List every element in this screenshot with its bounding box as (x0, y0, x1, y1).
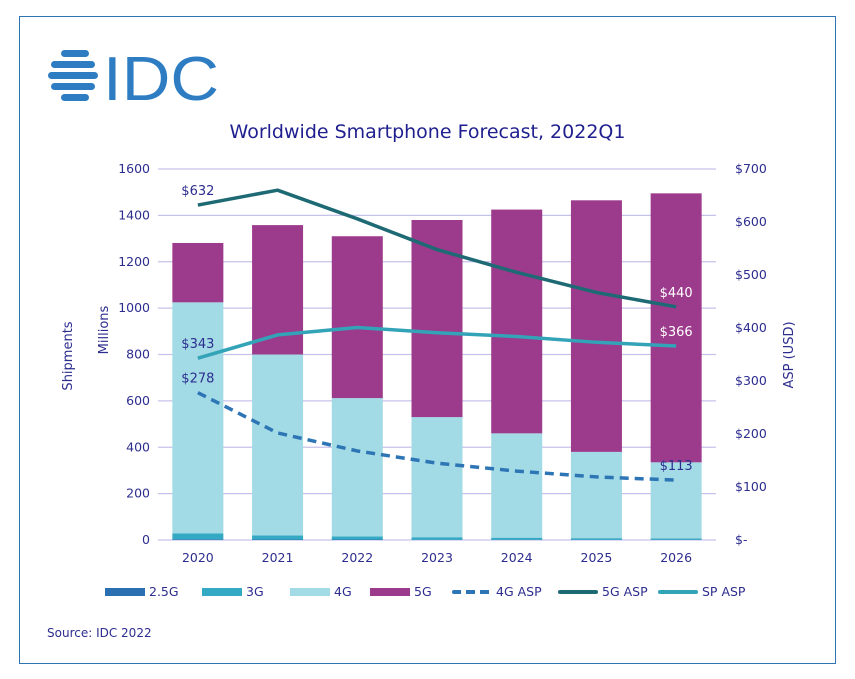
data-label: $440 (660, 286, 693, 301)
x-tick-label: 2026 (660, 550, 692, 565)
y-tick-label: 600 (126, 393, 150, 408)
y2-axis-label: ASP (USD) (782, 321, 797, 388)
legend-label: 3G (246, 584, 264, 599)
bar-4g-2024 (491, 433, 543, 538)
legend-label: 4G ASP (496, 584, 542, 599)
legend-swatch (105, 587, 145, 596)
bar-3g-2020 (172, 533, 224, 540)
legend-label: 5G ASP (602, 584, 648, 599)
bar-4g-2022 (331, 398, 383, 537)
y2-tick-label: $600 (735, 214, 767, 229)
legend-label: 2.5G (149, 584, 179, 599)
legend-item-spasp: SP ASP (658, 584, 745, 599)
legend-label: 5G (414, 584, 432, 599)
y-tick-label: 0 (142, 532, 150, 547)
bar-3g-2026 (650, 538, 702, 540)
y2-tick-label: $500 (735, 267, 767, 282)
source-note: Source: IDC 2022 (47, 626, 152, 640)
y-axis-unit-label: Millions (97, 305, 112, 354)
globe-icon (48, 50, 98, 101)
x-tick-label: 2024 (501, 550, 533, 565)
x-tick-label: 2021 (262, 550, 294, 565)
y2-tick-label: $700 (735, 161, 767, 176)
legend-item-4gasp: 4G ASP (452, 584, 542, 599)
legend-item-25g: 2.5G (105, 584, 179, 599)
data-label: $278 (181, 372, 214, 387)
x-tick-label: 2025 (581, 550, 613, 565)
legend-swatch (370, 587, 410, 596)
legend-swatch (452, 589, 492, 594)
bar-4g-2026 (650, 462, 702, 539)
x-tick-label: 2023 (421, 550, 453, 565)
x-tick-label: 2020 (182, 550, 214, 565)
y2-tick-label: $300 (735, 373, 767, 388)
bar-25g-2020 (172, 539, 224, 540)
bar-5g-2020 (172, 242, 224, 303)
annotations: $632 $440 $343 $366 $278 $113 (181, 184, 692, 474)
legend-item-5g: 5G (370, 584, 432, 599)
y2-tick-label: $- (735, 532, 747, 547)
legend-swatch (658, 589, 698, 594)
chart-title: Worldwide Smartphone Forecast, 2022Q1 (229, 121, 626, 143)
y2-tick-label: $400 (735, 320, 767, 335)
legend-swatch (202, 587, 242, 596)
legend-item-4g: 4G (290, 584, 352, 599)
bars (172, 193, 702, 540)
line-4g-asp (197, 391, 677, 482)
logo-text: IDC (103, 45, 219, 105)
y-tick-label: 200 (126, 486, 150, 501)
legend-label: 4G (334, 584, 352, 599)
axes: 0 200 400 600 800 1000 1200 1400 1600 $- $100 $200 $… (118, 161, 767, 565)
y-tick-label: 1000 (118, 300, 150, 315)
bar-3g-2023 (411, 537, 463, 540)
bar-5g-2024 (491, 209, 543, 434)
bar-5g-2026 (650, 193, 702, 463)
bar-3g-2025 (570, 538, 622, 540)
y-axis-label: Shipments (61, 321, 76, 390)
line-sp-asp (197, 325, 677, 360)
legend-swatch (558, 589, 598, 594)
legend-swatch (290, 587, 330, 596)
bar-3g-2022 (331, 536, 383, 540)
bar-4g-2023 (411, 417, 463, 538)
y-tick-label: 1200 (118, 254, 150, 269)
y-tick-label: 800 (126, 347, 150, 362)
x-tick-label: 2022 (341, 550, 373, 565)
y-tick-label: 400 (126, 439, 150, 454)
data-label: $366 (660, 325, 693, 340)
y2-tick-label: $100 (735, 479, 767, 494)
bar-4g-2025 (570, 451, 622, 539)
bar-3g-2024 (491, 537, 543, 540)
bar-4g-2021 (252, 354, 304, 536)
legend-item-5gasp: 5G ASP (558, 584, 648, 599)
line-5g-asp (197, 188, 677, 309)
y-tick-label: 1600 (118, 161, 150, 176)
bar-5g-2025 (570, 200, 622, 452)
data-label: $632 (181, 184, 214, 199)
legend: 2.5G 3G 4G 5G 4G ASP 5G ASP SP ASP (0, 584, 855, 604)
idc-logo: IDC (48, 45, 219, 105)
bar-3g-2021 (252, 535, 304, 540)
chart-frame (19, 16, 836, 664)
bar-5g-2022 (331, 236, 383, 399)
y2-tick-label: $200 (735, 426, 767, 441)
legend-label: SP ASP (702, 584, 746, 599)
data-label: $113 (660, 459, 693, 474)
bar-4g-2020 (172, 302, 224, 534)
y-tick-label: 1400 (118, 207, 150, 222)
data-label: $343 (181, 337, 214, 352)
lines (197, 188, 677, 482)
legend-item-3g: 3G (202, 584, 264, 599)
